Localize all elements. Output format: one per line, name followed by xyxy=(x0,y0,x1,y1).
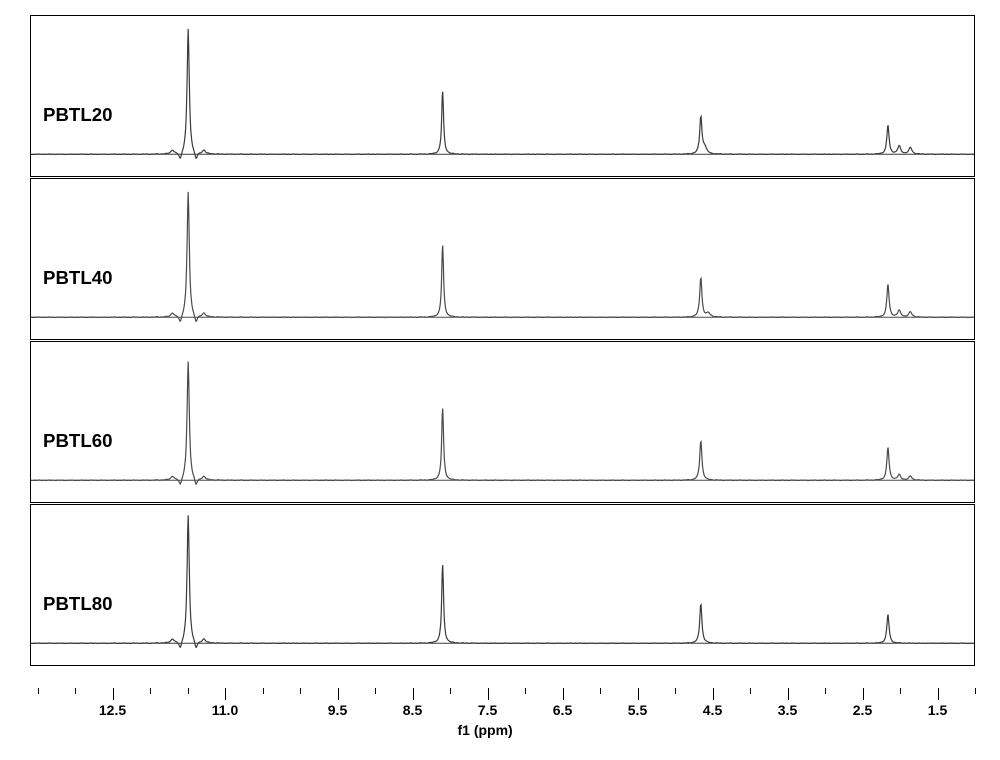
x-tick-label: 12.5 xyxy=(99,702,126,718)
spectrum-trace xyxy=(31,505,974,665)
spectrum-trace xyxy=(31,16,974,176)
x-tick-major xyxy=(113,688,114,700)
x-tick-minor xyxy=(525,688,526,694)
x-tick-minor xyxy=(188,688,189,694)
x-tick-major xyxy=(863,688,864,700)
x-axis: 12.5 11.0 9.5 8.5 7.5 6.5 5.5 4.5 3.5 2.5 1.5 f1 (p… xyxy=(30,688,975,743)
x-tick-label: 2.5 xyxy=(853,702,872,718)
x-tick-label: 5.5 xyxy=(628,702,647,718)
x-tick-major xyxy=(488,688,489,700)
x-tick-label: 4.5 xyxy=(703,702,722,718)
x-tick-label: 6.5 xyxy=(553,702,572,718)
x-tick-major xyxy=(413,688,414,700)
x-tick-minor xyxy=(750,688,751,694)
x-tick-major xyxy=(713,688,714,700)
x-tick-minor xyxy=(263,688,264,694)
nmr-panel: PBTL20 xyxy=(30,15,975,177)
x-axis-title: f1 (ppm) xyxy=(458,722,513,738)
x-tick-major xyxy=(938,688,939,700)
x-tick-label: 7.5 xyxy=(478,702,497,718)
nmr-panel: PBTL40 xyxy=(30,178,975,340)
x-tick-label: 9.5 xyxy=(328,702,347,718)
x-tick-minor xyxy=(38,688,39,694)
x-tick-label: 3.5 xyxy=(778,702,797,718)
x-tick-minor xyxy=(675,688,676,694)
x-tick-minor xyxy=(150,688,151,694)
x-tick-major xyxy=(788,688,789,700)
x-tick-minor xyxy=(375,688,376,694)
x-tick-minor xyxy=(900,688,901,694)
nmr-panel: PBTL60 xyxy=(30,341,975,503)
nmr-figure: PBTL20PBTL40PBTL60PBTL80 12.5 11.0 9.5 8.5 7.… xyxy=(0,0,1000,760)
x-tick-minor xyxy=(975,688,976,694)
x-tick-major xyxy=(638,688,639,700)
x-tick-label: 11.0 xyxy=(212,702,238,718)
spectrum-trace xyxy=(31,342,974,502)
x-tick-major xyxy=(225,688,226,700)
x-tick-major xyxy=(338,688,339,700)
x-tick-minor xyxy=(825,688,826,694)
x-tick-minor xyxy=(450,688,451,694)
nmr-panel: PBTL80 xyxy=(30,504,975,666)
x-tick-label: 1.5 xyxy=(928,702,947,718)
x-tick-minor xyxy=(75,688,76,694)
x-tick-minor xyxy=(300,688,301,694)
x-tick-minor xyxy=(600,688,601,694)
spectrum-trace xyxy=(31,179,974,339)
x-tick-label: 8.5 xyxy=(403,702,422,718)
x-tick-major xyxy=(563,688,564,700)
